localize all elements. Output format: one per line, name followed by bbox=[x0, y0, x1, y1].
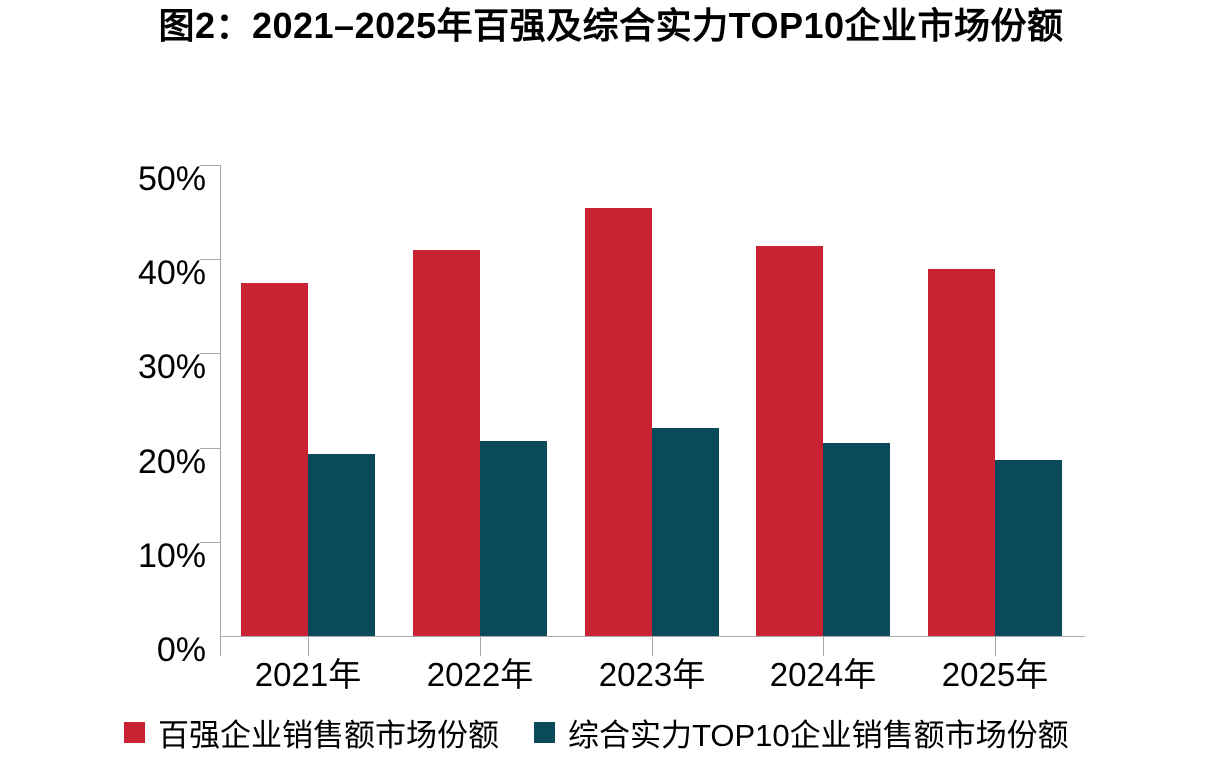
x-axis-label-2021年: 2021年 bbox=[254, 656, 362, 693]
bar-series1-2025年 bbox=[928, 268, 995, 636]
bar-series1-2024年 bbox=[756, 246, 823, 636]
legend-item-series2: 综合实力TOP10企业销售额市场份额 bbox=[534, 710, 1069, 762]
x-axis-label-2022年: 2022年 bbox=[426, 656, 534, 693]
y-axis-label: 40% bbox=[137, 254, 206, 293]
x-axis-tick bbox=[652, 636, 653, 656]
y-axis-label: 10% bbox=[137, 536, 206, 575]
x-axis-tick bbox=[308, 636, 309, 656]
x-axis-tick bbox=[220, 636, 221, 656]
legend-label: 综合实力TOP10企业销售额市场份额 bbox=[568, 718, 1069, 753]
y-axis-label: 0% bbox=[156, 631, 206, 669]
x-axis-label-2025年: 2025年 bbox=[941, 656, 1049, 693]
y-axis-tick bbox=[200, 353, 220, 355]
legend-item-series1: 百强企业销售额市场份额 bbox=[124, 710, 499, 762]
y-axis-tick bbox=[200, 447, 220, 449]
x-axis-tick bbox=[995, 636, 996, 656]
x-axis-tick bbox=[823, 636, 824, 656]
bar-series2-2022年 bbox=[480, 441, 547, 636]
x-axis-tick bbox=[480, 636, 481, 656]
y-axis-label: 50% bbox=[137, 160, 206, 198]
bar-series1-2022年 bbox=[413, 249, 480, 636]
y-axis-line bbox=[220, 165, 221, 636]
x-axis-label-2024年: 2024年 bbox=[769, 656, 877, 693]
x-axis-label-2023年: 2023年 bbox=[598, 656, 706, 693]
bar-series2-2024年 bbox=[823, 442, 890, 636]
bar-series1-2021年 bbox=[241, 282, 308, 636]
y-axis-label: 30% bbox=[137, 348, 206, 387]
bar-series1-2023年 bbox=[585, 208, 652, 636]
legend-swatch-icon bbox=[124, 722, 145, 743]
bar-series2-2021年 bbox=[308, 454, 375, 636]
legend-label: 百强企业销售额市场份额 bbox=[158, 718, 499, 753]
chart-title: 图2：2021–2025年百强及综合实力TOP10企业市场份额 bbox=[158, 5, 1064, 46]
y-axis-label: 20% bbox=[137, 442, 206, 481]
legend: 百强企业销售额市场份额 综合实力TOP10企业销售额市场份额 bbox=[0, 710, 1222, 766]
y-axis-tick bbox=[200, 541, 220, 543]
bar-series2-2025年 bbox=[995, 459, 1062, 636]
bar-series2-2023年 bbox=[652, 427, 719, 636]
y-axis-tick bbox=[200, 259, 220, 261]
y-axis-tick bbox=[200, 165, 220, 166]
legend-swatch-icon bbox=[534, 722, 555, 743]
